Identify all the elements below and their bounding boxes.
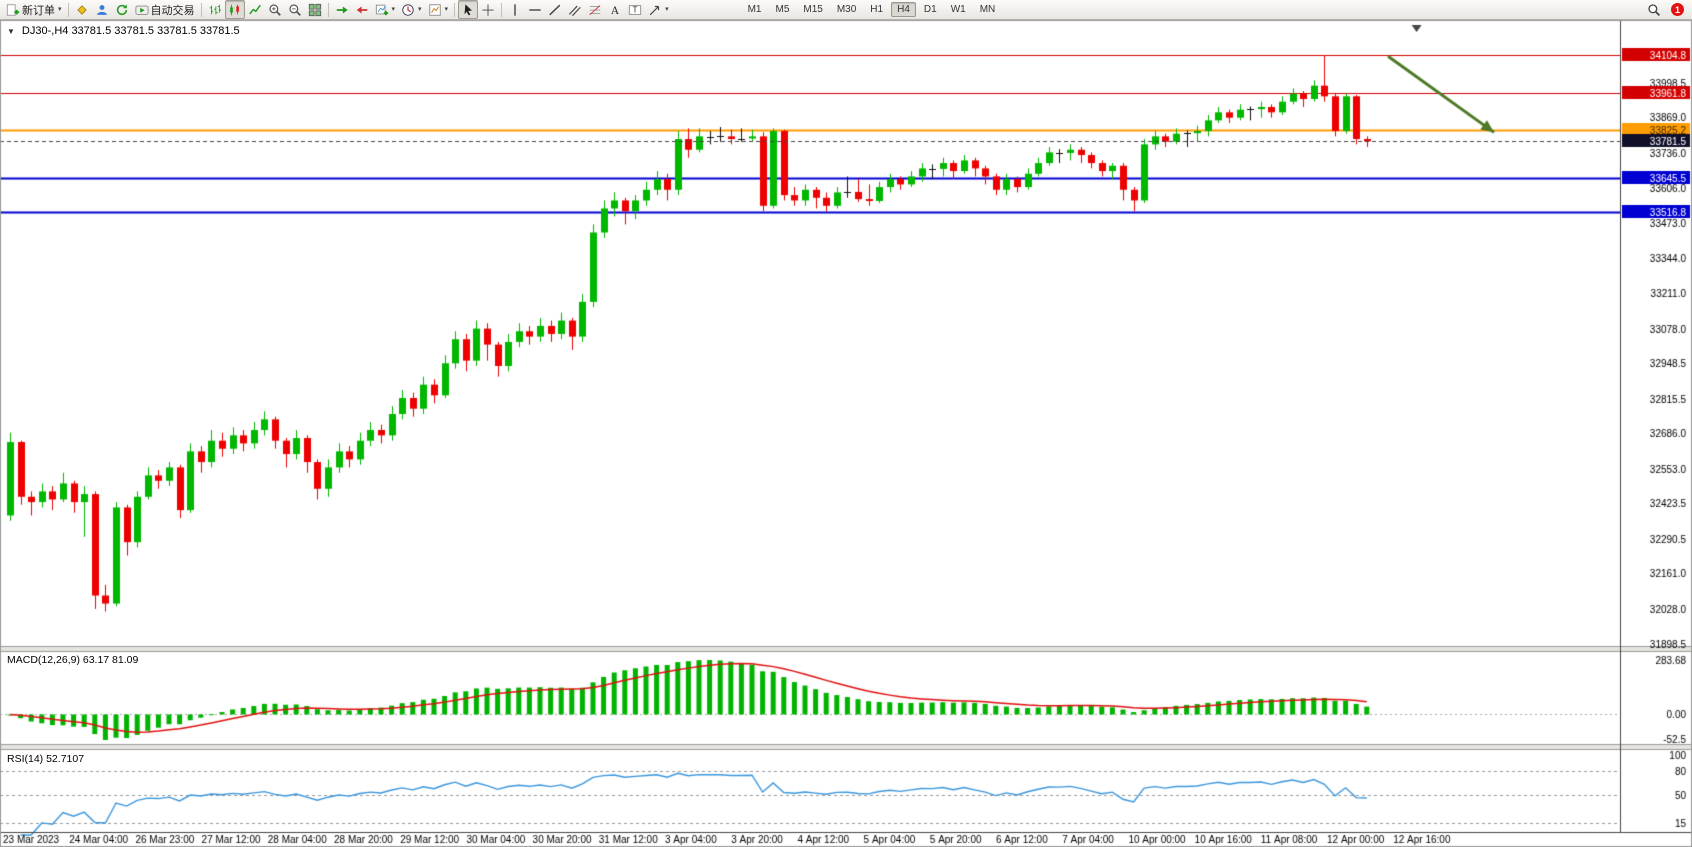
macd-label: MACD(12,26,9) 63.17 81.09 bbox=[7, 654, 139, 666]
chart-symbol-ohlc: ▼ DJ30-,H4 33781.5 33781.5 33781.5 33781… bbox=[7, 25, 240, 37]
chevron-down-icon: ▾ bbox=[444, 6, 449, 13]
label-button[interactable]: T bbox=[625, 0, 645, 19]
svg-text:T: T bbox=[633, 5, 638, 14]
trendline-icon bbox=[548, 3, 562, 17]
crosshair-icon bbox=[481, 3, 495, 17]
toolbar-separator bbox=[67, 2, 69, 17]
metaeditor-icon bbox=[75, 3, 89, 17]
toolbar-right: 1 bbox=[1644, 0, 1689, 19]
chart-canvas[interactable] bbox=[0, 20, 1692, 847]
timeframe-h1[interactable]: H1 bbox=[870, 4, 884, 15]
profiles-button[interactable] bbox=[92, 0, 112, 19]
chart-shift-button[interactable] bbox=[352, 0, 372, 19]
timeframe-m5[interactable]: M5 bbox=[775, 4, 790, 15]
text-icon: A bbox=[608, 3, 622, 17]
periods-button[interactable]: ▾ bbox=[398, 0, 425, 19]
vertical-line-button[interactable] bbox=[505, 0, 525, 19]
fibonacci-button[interactable] bbox=[585, 0, 605, 19]
cursor-button[interactable] bbox=[458, 0, 479, 19]
vertical-line-icon bbox=[508, 3, 522, 17]
auto-scroll-icon bbox=[335, 3, 349, 17]
zoom-in-icon bbox=[268, 3, 282, 17]
notification-badge[interactable]: 1 bbox=[1671, 3, 1684, 16]
timeframe-m30[interactable]: M30 bbox=[836, 4, 857, 15]
period-icon bbox=[401, 3, 415, 17]
toolbar-separator bbox=[454, 2, 456, 17]
chevron-down-icon: ▾ bbox=[418, 6, 422, 13]
chart-shift-icon bbox=[355, 3, 369, 17]
zoom-out-icon bbox=[288, 3, 302, 17]
channel-icon bbox=[568, 3, 582, 17]
timeframe-mn[interactable]: MN bbox=[979, 4, 996, 15]
timeframe-toolbar: M1 M5 M15 M30 H1 H4 D1 W1 MN bbox=[742, 0, 1002, 19]
trendline-button[interactable] bbox=[545, 0, 565, 19]
autotrading-button-label: 自动交易 bbox=[150, 4, 195, 17]
crosshair-button[interactable] bbox=[478, 0, 498, 19]
text-button[interactable]: A bbox=[605, 0, 625, 19]
shapes-button[interactable]: ▾ bbox=[645, 0, 672, 19]
toolbar-separator bbox=[200, 2, 202, 17]
profiles-icon bbox=[95, 3, 109, 17]
templates-button[interactable]: ▾ bbox=[425, 0, 452, 19]
refresh-icon bbox=[115, 3, 129, 17]
horizontal-line-button[interactable] bbox=[525, 0, 545, 19]
new-order-button[interactable]: 新订单 ▾ bbox=[3, 0, 65, 19]
chevron-down-icon: ▾ bbox=[58, 6, 62, 13]
new-order-icon bbox=[6, 3, 20, 17]
timeframe-m1[interactable]: M1 bbox=[747, 4, 762, 15]
zoom-out-button[interactable] bbox=[285, 0, 305, 19]
rsi-label: RSI(14) 52.7107 bbox=[7, 753, 85, 765]
line-chart-icon bbox=[248, 3, 262, 17]
timeframe-m15[interactable]: M15 bbox=[803, 4, 823, 15]
timeframe-h4[interactable]: H4 bbox=[891, 2, 916, 17]
svg-text:A: A bbox=[611, 4, 620, 16]
label-icon: T bbox=[628, 3, 642, 17]
toolbar-separator bbox=[501, 2, 503, 17]
template-icon bbox=[428, 3, 442, 17]
metaeditor-button[interactable] bbox=[72, 0, 92, 19]
autotrading-icon bbox=[134, 3, 149, 17]
search-button[interactable] bbox=[1644, 0, 1664, 19]
new-chart-button[interactable]: ▾ bbox=[372, 0, 399, 19]
timeframe-w1[interactable]: W1 bbox=[950, 4, 966, 15]
line-chart-button[interactable] bbox=[245, 0, 265, 19]
chart-window: ▼ DJ30-,H4 33781.5 33781.5 33781.5 33781… bbox=[0, 20, 1692, 847]
refresh-button[interactable] bbox=[112, 0, 132, 19]
tile-windows-icon bbox=[308, 3, 322, 17]
toolbar-buttons: 新订单 ▾ 自动交易 ▾ ▾ ▾ A T ▾ bbox=[3, 0, 672, 19]
shapes-icon bbox=[648, 3, 662, 17]
auto-scroll-button[interactable] bbox=[332, 0, 352, 19]
bar-chart-icon bbox=[208, 3, 222, 17]
new-order-button-label: 新订单 bbox=[22, 4, 55, 17]
horizontal-line-icon bbox=[528, 3, 542, 17]
channel-button[interactable] bbox=[565, 0, 585, 19]
toolbar-separator bbox=[327, 2, 329, 17]
timeframe-d1[interactable]: D1 bbox=[923, 4, 937, 15]
candlestick-chart-button[interactable] bbox=[224, 0, 245, 19]
symbol-ohlc-text: DJ30-,H4 33781.5 33781.5 33781.5 33781.5 bbox=[21, 25, 240, 37]
zoom-in-button[interactable] bbox=[265, 0, 285, 19]
chevron-down-icon: ▾ bbox=[665, 6, 669, 13]
one-click-trading-toggle[interactable]: ▼ bbox=[7, 26, 15, 36]
tile-windows-button[interactable] bbox=[305, 0, 325, 19]
search-icon bbox=[1647, 3, 1661, 17]
chevron-down-icon: ▾ bbox=[391, 6, 396, 13]
cursor-icon bbox=[461, 3, 475, 17]
bar-chart-button[interactable] bbox=[205, 0, 225, 19]
new-chart-icon bbox=[375, 3, 389, 17]
candlestick-chart-icon bbox=[228, 3, 242, 17]
fibonacci-icon bbox=[588, 3, 602, 17]
autotrading-button[interactable]: 自动交易 bbox=[132, 0, 198, 19]
toolbar: 新订单 ▾ 自动交易 ▾ ▾ ▾ A T ▾ M1 M5 M15 M30 H1 H4 D1 W1 MN 1 bbox=[0, 0, 1692, 20]
